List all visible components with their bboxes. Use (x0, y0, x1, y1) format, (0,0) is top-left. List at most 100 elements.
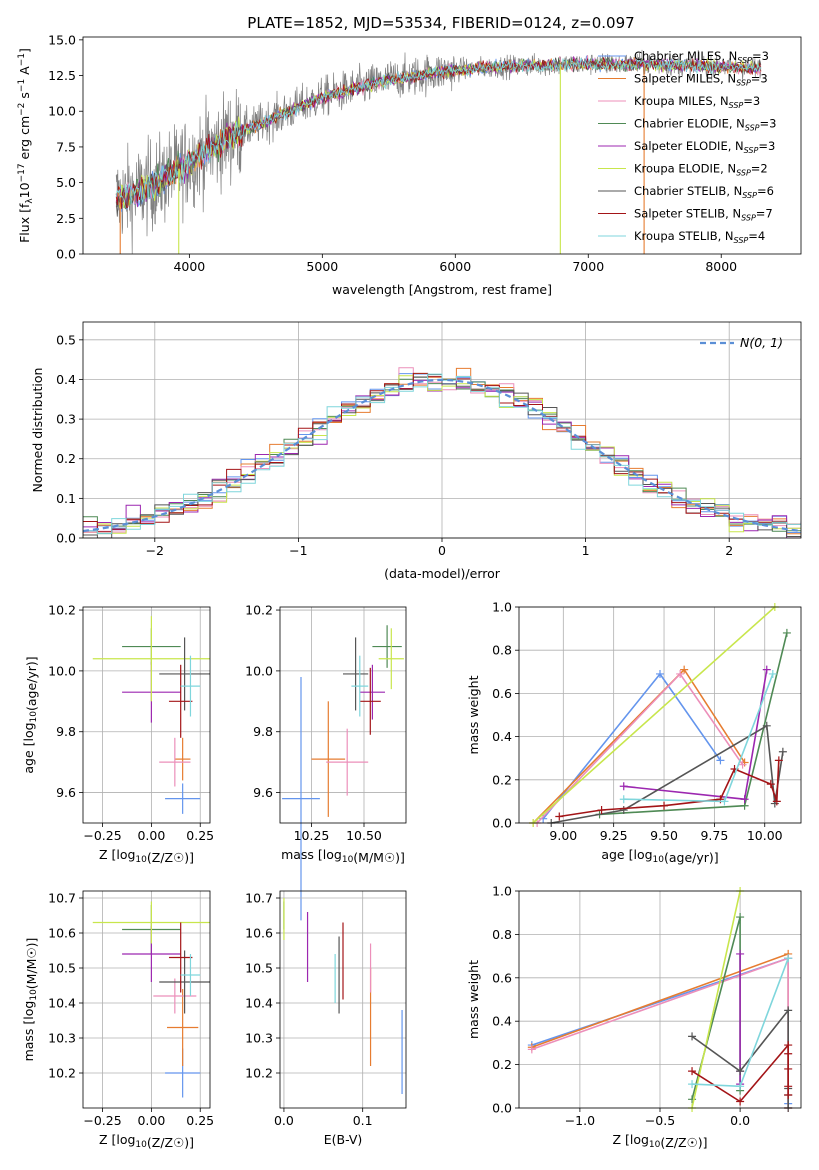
marker-salpeter-stelib (766, 780, 775, 789)
legend-label-salpeter-elodie: Salpeter ELODIE, NSSP=3 (634, 139, 775, 155)
series-chabrier-miles (542, 672, 722, 820)
x-tick-label: 0.1 (353, 1113, 373, 1128)
y-tick-label: 5.0 (56, 175, 76, 190)
y-tick-label: 10.2 (48, 603, 76, 618)
y-tick-label: 10.0 (245, 663, 273, 678)
panel-spectrum: 4000 5000 6000 7000 8000 0.0 2.5 5.0 7.5 10.0 12.5… (17, 32, 802, 297)
x-tick-label: 0.00 (137, 1113, 165, 1128)
x-tick-label: 0.0 (730, 1113, 750, 1128)
legend-label-chabrier-miles: Chabrier MILES, NSSP=3 (634, 49, 769, 65)
y-tick-label: 0.4 (492, 1014, 512, 1029)
x-axis-label: Z [log10(Z/Z☉)] (99, 1132, 194, 1150)
panel-mass-vs-EBV: 0.0 0.1 10.2 10.3 10.4 10.5 10.6 10.7 E(B-V) (245, 890, 407, 1147)
marker-kroupa-stelib (784, 954, 793, 963)
x-axis-label: wavelength [Angstrom, rest frame] (332, 282, 552, 297)
x-tick-label: −1 (289, 543, 307, 558)
marker-chabrier-stelib (736, 1067, 745, 1076)
marker-kroupa-miles (676, 669, 685, 678)
x-axis-label: Z [log10(Z/Z☉)] (612, 1132, 707, 1150)
marker-salpeter-stelib (784, 1090, 793, 1099)
x-tick-label: 0 (438, 543, 446, 558)
marker-kroupa-miles (527, 1045, 536, 1054)
x-tick-label: 10.25 (294, 828, 330, 843)
x-tick-label: 9.25 (600, 828, 628, 843)
y-tick-label: 10.2 (245, 1066, 273, 1081)
normal-curve (82, 378, 802, 533)
x-tick-label: 0.25 (186, 1113, 214, 1128)
marker-salpeter-stelib (736, 1097, 745, 1106)
marker-chabrier-stelib (619, 806, 628, 815)
x-tick-label: 10.50 (346, 828, 382, 843)
marker-chabrier-elodie (736, 913, 745, 922)
y-tick-label: 0.4 (492, 729, 512, 744)
y-tick-label: 15.0 (48, 32, 76, 47)
panel-residuals: −2 −1 0 1 2 0.0 0.1 0.2 0.3 0.4 0.5 (data-model)/er… (30, 321, 802, 581)
y-tick-label: 10.2 (245, 603, 273, 618)
marker-kroupa-stelib (768, 669, 777, 678)
x-tick-label: 9.75 (700, 828, 728, 843)
series-salpeter-stelib (559, 760, 780, 818)
y-tick-label: 9.8 (56, 724, 76, 739)
y-tick-label: 10.4 (48, 996, 76, 1011)
x-tick-label: −1.0 (565, 1113, 595, 1128)
panel-age-vs-Z: −0.25 0.00 0.25 9.6 9.8 10.0 10.2 Z [log10(Z/Z☉… (21, 603, 214, 865)
y-tick-label: 10.0 (48, 663, 76, 678)
marker-salpeter-stelib (772, 797, 781, 806)
legend-label-kroupa-miles: Kroupa MILES, NSSP=3 (634, 94, 760, 110)
x-axis-label: (data-model)/error (384, 566, 501, 581)
y-tick-label: 9.6 (253, 785, 273, 800)
x-tick-label: −0.25 (83, 1113, 121, 1128)
marker-kroupa-stelib (736, 1082, 745, 1091)
x-tick-label: 9.50 (650, 828, 678, 843)
y-axis-label: mass weight (466, 675, 481, 754)
y-tick-label: 0.4 (56, 372, 76, 387)
marker-salpeter-stelib (784, 1049, 793, 1058)
figure-title: PLATE=1852, MJD=53534, FIBERID=0124, z=0… (247, 14, 634, 32)
marker-salpeter-stelib (597, 806, 606, 815)
legend-label-kroupa-stelib: Kroupa STELIB, NSSP=4 (634, 229, 765, 245)
y-tick-label: 0.6 (492, 686, 512, 701)
y-tick-label: 10.0 (48, 104, 76, 119)
x-tick-label: −0.5 (645, 1113, 675, 1128)
y-tick-label: 0.8 (492, 643, 512, 658)
x-tick-label: 2 (725, 543, 733, 558)
marker-chabrier-stelib (762, 721, 771, 730)
y-axis-label: mass [log10(M/M☉)] (21, 938, 39, 1062)
y-tick-label: 0.8 (492, 927, 512, 942)
y-tick-label: 10.3 (245, 1031, 273, 1046)
x-tick-label: 8000 (705, 259, 737, 274)
x-tick-label: 5000 (306, 259, 338, 274)
axes-frame (279, 890, 407, 1109)
histogram-kroupa-stelib (83, 373, 801, 536)
y-tick-label: 10.6 (48, 926, 76, 941)
axes-frame (82, 36, 802, 255)
y-tick-label: 2.5 (56, 211, 76, 226)
x-axis-label: mass [log10(M/M☉)] (281, 847, 405, 865)
spectrum-model-kroupa-stelib (115, 57, 762, 205)
marker-salpeter-elodie (619, 782, 628, 791)
y-tick-label: 0.5 (56, 332, 76, 347)
y-tick-label: 0.0 (56, 531, 76, 546)
panel-mass-weight-vs-age: 9.00 9.25 9.50 9.75 10.00 0.0 0.2 0.4 0.6 0.8 1.0 a… (466, 600, 802, 865)
y-tick-label: 0.0 (492, 1101, 512, 1116)
y-axis-label: mass weight (466, 960, 481, 1039)
marker-chabrier-stelib (778, 747, 787, 756)
y-tick-label: 10.7 (48, 891, 76, 906)
x-tick-label: 0.00 (137, 828, 165, 843)
x-tick-label: 0.25 (186, 828, 214, 843)
y-tick-label: 10.2 (48, 1066, 76, 1081)
marker-salpeter-stelib (784, 1064, 793, 1073)
marker-salpeter-elodie (740, 795, 749, 804)
x-tick-label: 0.0 (274, 1113, 294, 1128)
marker-chabrier-stelib (688, 1032, 697, 1041)
marker-salpeter-stelib (688, 1067, 697, 1076)
y-tick-label: 12.5 (48, 68, 76, 83)
marker-chabrier-miles (716, 756, 725, 765)
x-tick-label: −0.25 (83, 828, 121, 843)
panel-age-vs-mass: 10.25 10.50 9.6 9.8 10.0 10.2 mass [log10(M/M☉… (245, 603, 407, 921)
y-tick-label: 0.2 (492, 1057, 512, 1072)
y-tick-label: 0.2 (56, 451, 76, 466)
y-tick-label: 0.0 (492, 816, 512, 831)
marker-salpeter-stelib (555, 812, 564, 821)
